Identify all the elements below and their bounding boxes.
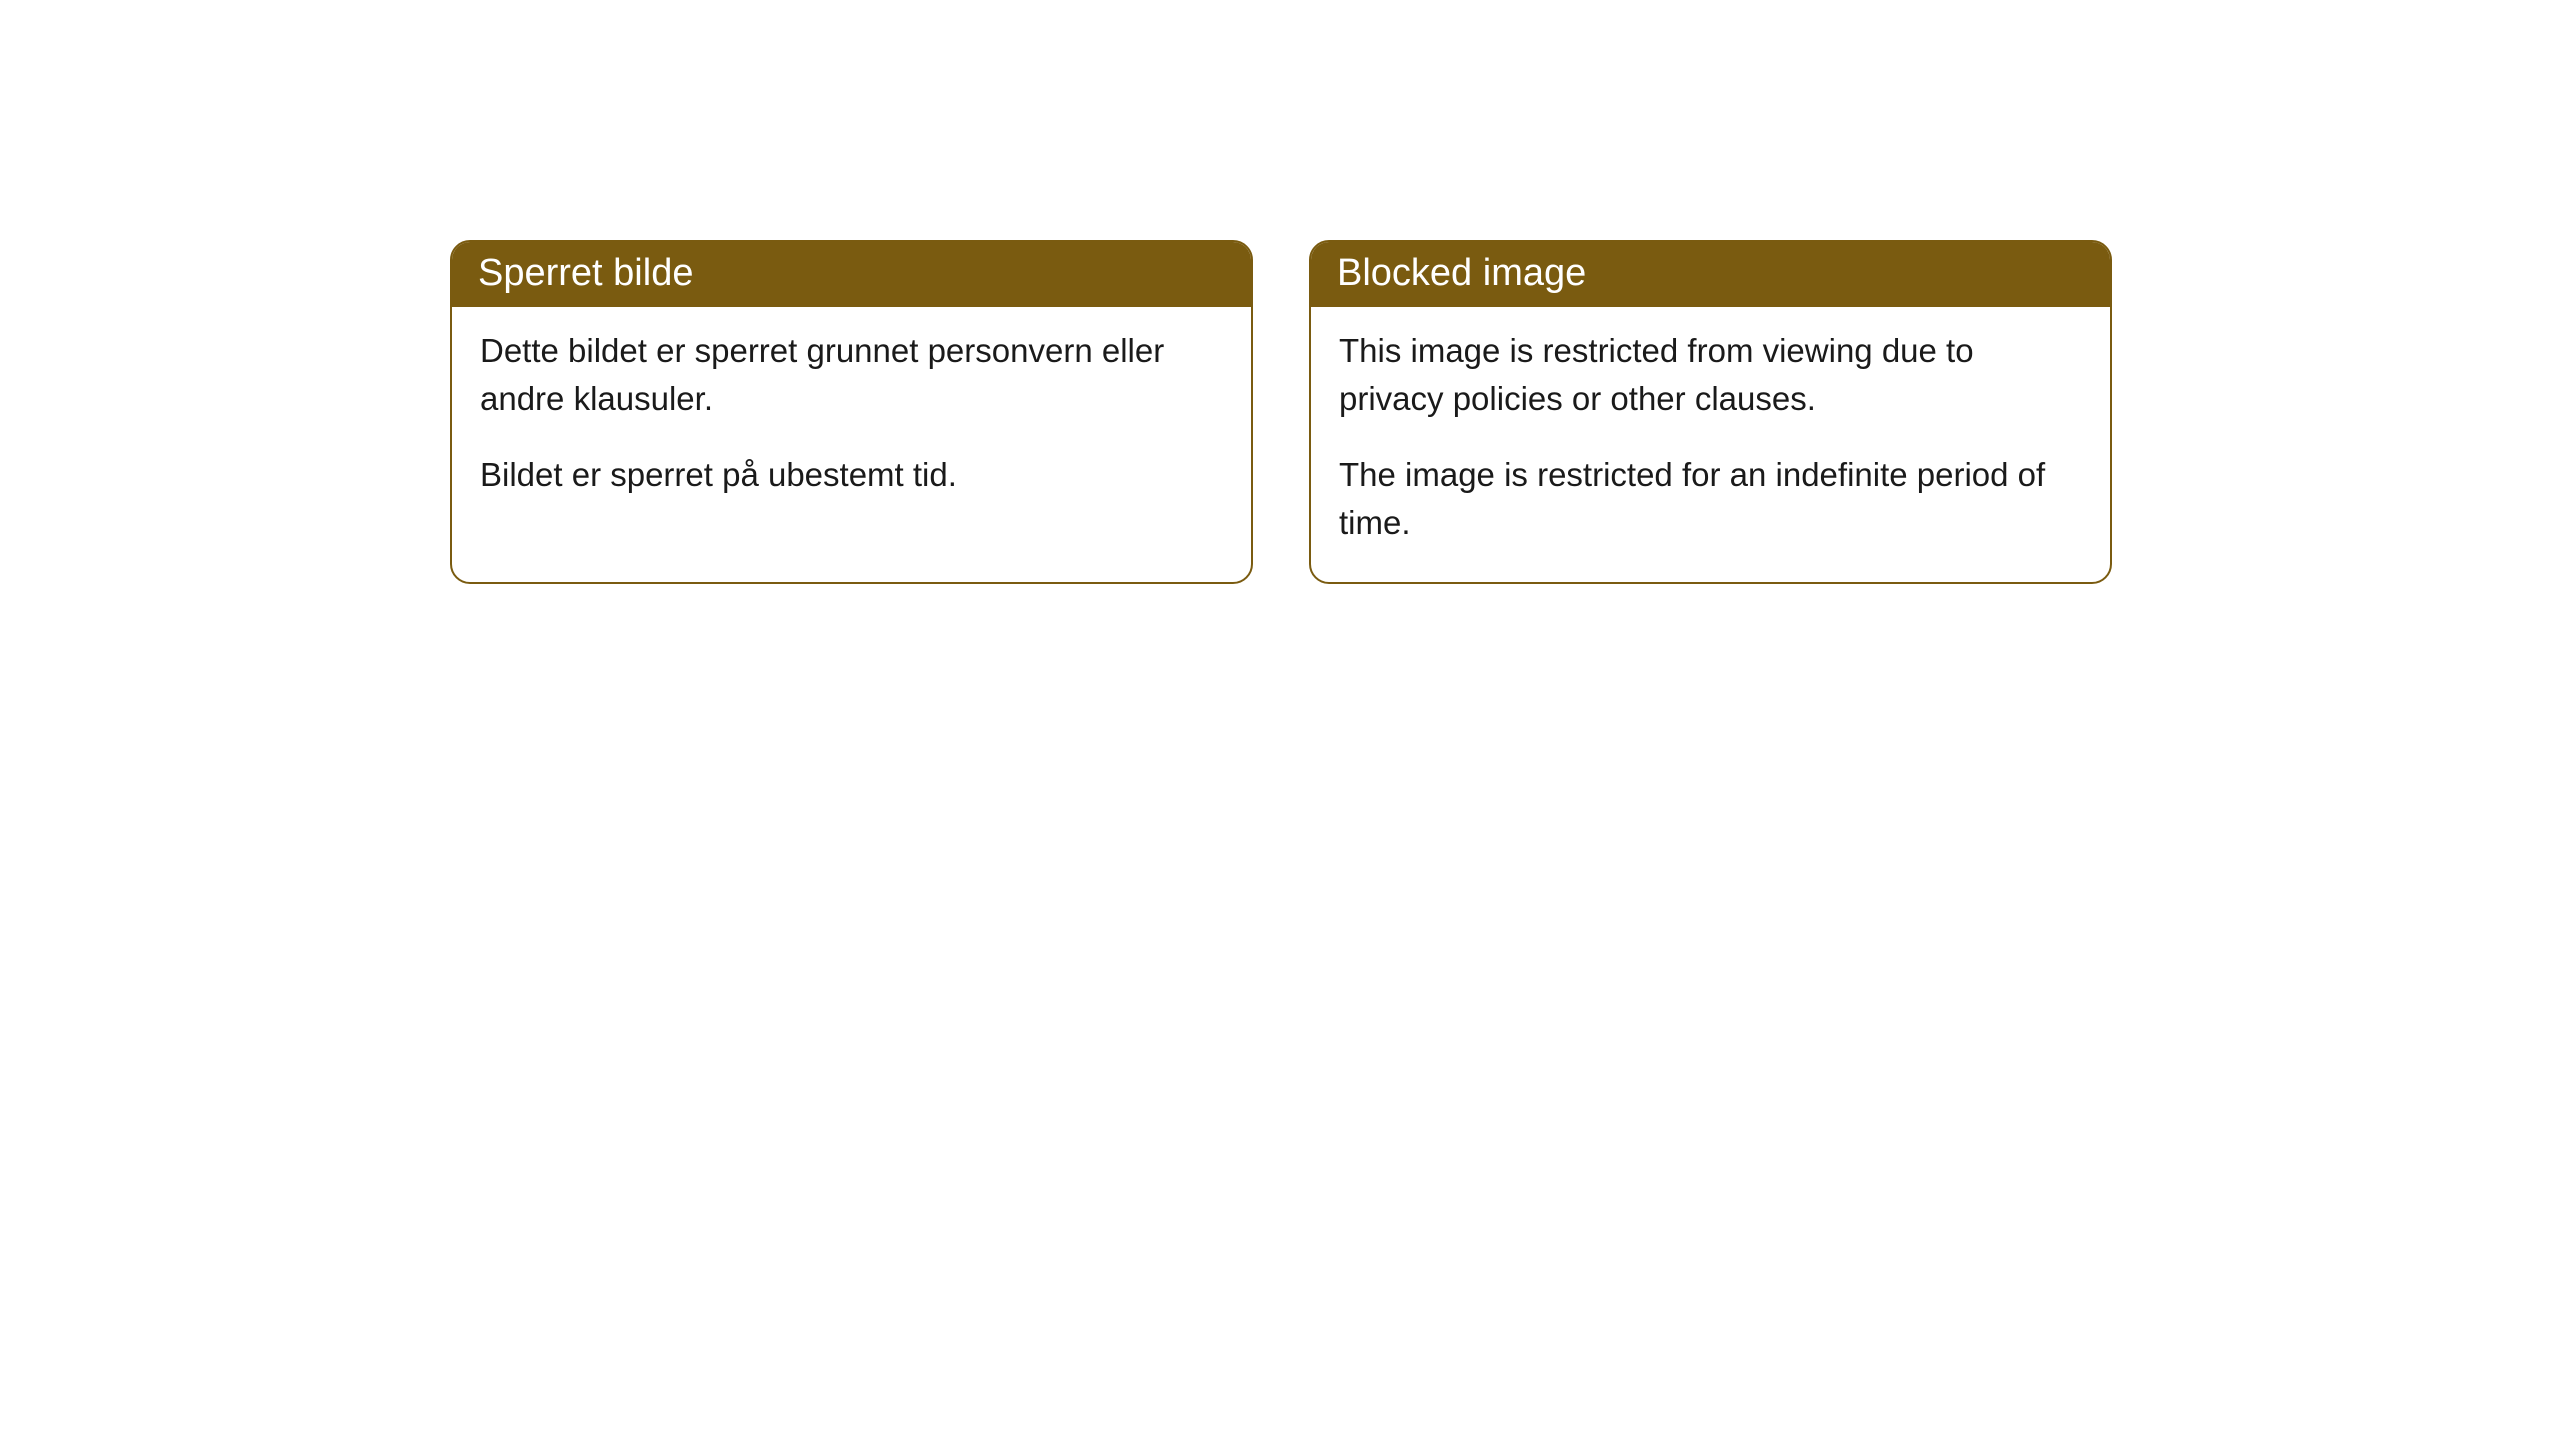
notice-body-norwegian: Dette bildet er sperret grunnet personve… [452,307,1251,535]
notice-body-english: This image is restricted from viewing du… [1311,307,2110,582]
notice-card-norwegian: Sperret bilde Dette bildet er sperret gr… [450,240,1253,584]
notice-paragraph: Dette bildet er sperret grunnet personve… [480,327,1223,423]
notice-paragraph: This image is restricted from viewing du… [1339,327,2082,423]
notice-container: Sperret bilde Dette bildet er sperret gr… [450,240,2112,584]
notice-header-english: Blocked image [1311,242,2110,307]
notice-paragraph: The image is restricted for an indefinit… [1339,451,2082,547]
notice-header-norwegian: Sperret bilde [452,242,1251,307]
notice-card-english: Blocked image This image is restricted f… [1309,240,2112,584]
notice-paragraph: Bildet er sperret på ubestemt tid. [480,451,1223,499]
